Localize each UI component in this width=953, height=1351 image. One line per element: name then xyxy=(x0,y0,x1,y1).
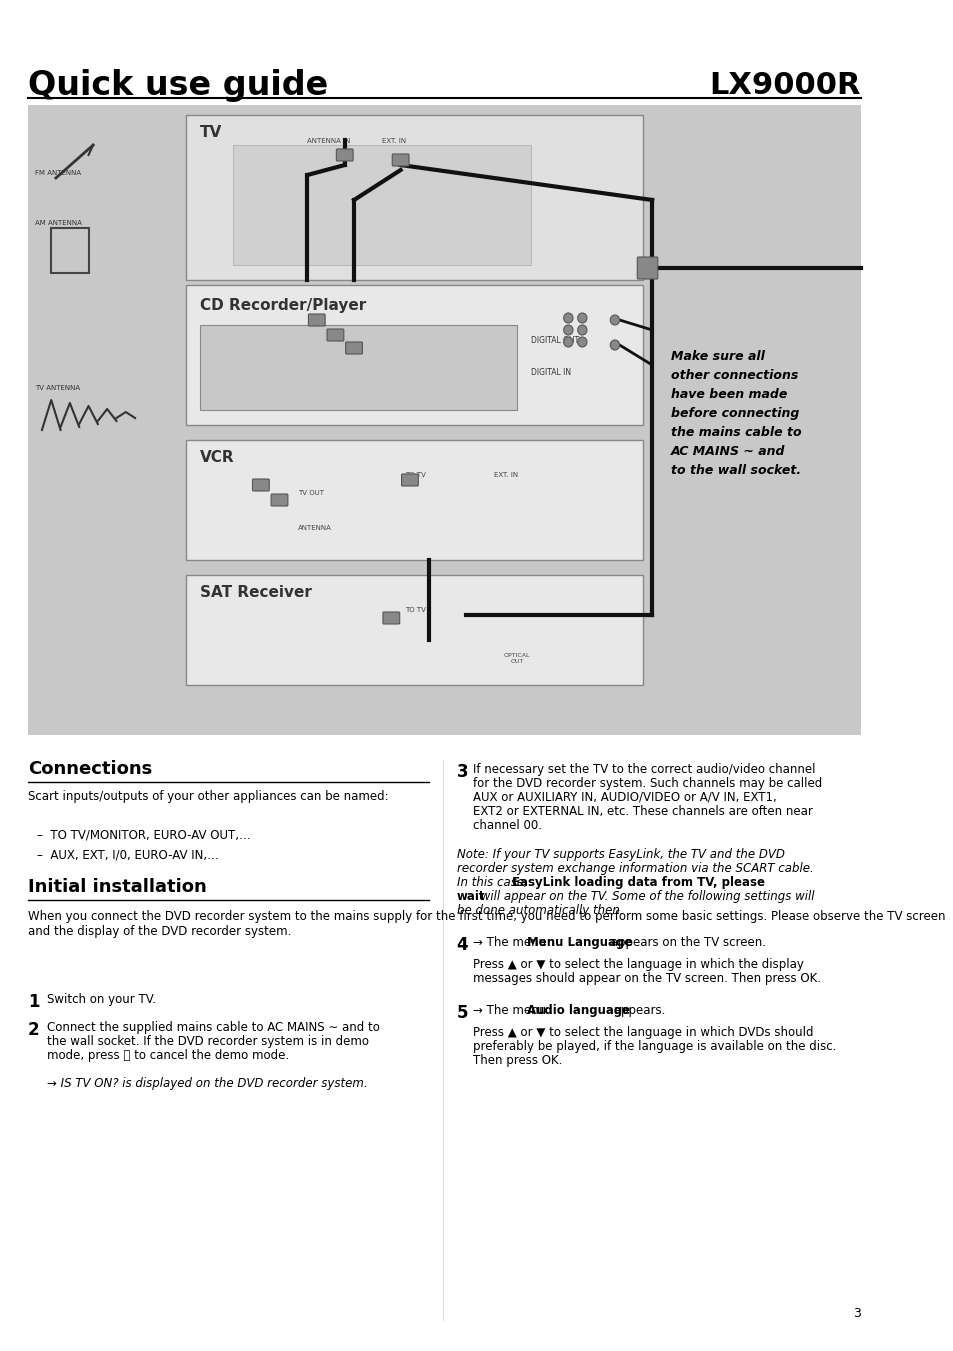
FancyBboxPatch shape xyxy=(345,342,362,354)
Text: TO TV: TO TV xyxy=(405,471,426,478)
Text: → IS TV ON? is displayed on the DVD recorder system.: → IS TV ON? is displayed on the DVD reco… xyxy=(47,1077,367,1090)
Circle shape xyxy=(563,336,573,347)
FancyBboxPatch shape xyxy=(186,440,642,561)
Text: appears on the TV screen.: appears on the TV screen. xyxy=(607,936,765,948)
Text: Note: If your TV supports EasyLink, the TV and the DVD: Note: If your TV supports EasyLink, the … xyxy=(456,848,783,861)
Text: Then press OK.: Then press OK. xyxy=(473,1054,562,1067)
Text: → The menu: → The menu xyxy=(473,1004,550,1017)
Text: AUX or AUXILIARY IN, AUDIO/VIDEO or A/V IN, EXT1,: AUX or AUXILIARY IN, AUDIO/VIDEO or A/V … xyxy=(473,790,777,804)
Text: DIGITAL OUT: DIGITAL OUT xyxy=(531,336,578,345)
Text: DIGITAL IN: DIGITAL IN xyxy=(531,367,571,377)
Text: AM ANTENNA: AM ANTENNA xyxy=(35,220,82,226)
FancyBboxPatch shape xyxy=(327,330,343,340)
Text: EXT. IN: EXT. IN xyxy=(494,471,517,478)
FancyBboxPatch shape xyxy=(233,145,531,265)
Circle shape xyxy=(563,326,573,335)
FancyBboxPatch shape xyxy=(186,115,642,280)
Text: Press ▲ or ▼ to select the language in which the display: Press ▲ or ▼ to select the language in w… xyxy=(473,958,803,971)
Text: 5: 5 xyxy=(456,1004,468,1021)
Text: FM ANTENNA: FM ANTENNA xyxy=(35,170,81,176)
Text: appears.: appears. xyxy=(610,1004,665,1017)
Text: Make sure all
other connections
have been made
before connecting
the mains cable: Make sure all other connections have bee… xyxy=(670,350,801,477)
Text: 4: 4 xyxy=(456,936,468,954)
Text: → The menu: → The menu xyxy=(473,936,550,948)
FancyBboxPatch shape xyxy=(253,480,269,490)
Text: OPTICAL
OUT: OPTICAL OUT xyxy=(503,653,530,663)
Text: 2: 2 xyxy=(28,1021,39,1039)
FancyBboxPatch shape xyxy=(336,149,353,161)
FancyBboxPatch shape xyxy=(382,612,399,624)
FancyBboxPatch shape xyxy=(308,313,325,326)
FancyBboxPatch shape xyxy=(186,285,642,426)
FancyBboxPatch shape xyxy=(401,474,418,486)
Text: VCR: VCR xyxy=(200,450,234,465)
FancyBboxPatch shape xyxy=(186,576,642,685)
Text: EXT2 or EXTERNAL IN, etc. These channels are often near: EXT2 or EXTERNAL IN, etc. These channels… xyxy=(473,805,812,817)
FancyBboxPatch shape xyxy=(271,494,288,507)
Text: EasyLink loading data from TV, please: EasyLink loading data from TV, please xyxy=(512,875,764,889)
FancyBboxPatch shape xyxy=(637,257,658,280)
Text: channel 00.: channel 00. xyxy=(473,819,541,832)
FancyBboxPatch shape xyxy=(200,326,517,409)
FancyBboxPatch shape xyxy=(392,154,409,166)
Text: Menu Language: Menu Language xyxy=(527,936,632,948)
Text: Press ▲ or ▼ to select the language in which DVDs should: Press ▲ or ▼ to select the language in w… xyxy=(473,1025,813,1039)
Text: TO TV: TO TV xyxy=(405,607,426,613)
Text: –  AUX, EXT, I/0, EURO-AV IN,…: – AUX, EXT, I/0, EURO-AV IN,… xyxy=(37,848,219,861)
Text: ANTENNA IN: ANTENNA IN xyxy=(307,138,351,145)
Text: SAT Receiver: SAT Receiver xyxy=(200,585,312,600)
FancyBboxPatch shape xyxy=(28,105,860,735)
Text: If necessary set the TV to the correct audio/video channel: If necessary set the TV to the correct a… xyxy=(473,763,815,775)
Text: mode, press ⏻ to cancel the demo mode.: mode, press ⏻ to cancel the demo mode. xyxy=(47,1048,289,1062)
Text: wait: wait xyxy=(456,890,484,902)
Text: be done automatically then.: be done automatically then. xyxy=(456,904,622,917)
Text: messages should appear on the TV screen. Then press OK.: messages should appear on the TV screen.… xyxy=(473,971,821,985)
Text: recorder system exchange information via the SCART cable.: recorder system exchange information via… xyxy=(456,862,813,875)
Text: TV ANTENNA: TV ANTENNA xyxy=(35,385,80,390)
Text: 3: 3 xyxy=(456,763,468,781)
Text: –  TO TV/MONITOR, EURO-AV OUT,…: – TO TV/MONITOR, EURO-AV OUT,… xyxy=(37,828,251,842)
Circle shape xyxy=(578,313,586,323)
Text: for the DVD recorder system. Such channels may be called: for the DVD recorder system. Such channe… xyxy=(473,777,821,790)
Text: TV OUT: TV OUT xyxy=(298,490,324,496)
Text: 1: 1 xyxy=(28,993,39,1011)
Circle shape xyxy=(610,315,618,326)
Text: Initial installation: Initial installation xyxy=(28,878,207,896)
Text: LX9000R: LX9000R xyxy=(709,70,860,100)
Text: EXT. IN: EXT. IN xyxy=(381,138,406,145)
Text: Connections: Connections xyxy=(28,761,152,778)
Text: Quick use guide: Quick use guide xyxy=(28,69,328,101)
Text: CD Recorder/Player: CD Recorder/Player xyxy=(200,299,366,313)
Text: Connect the supplied mains cable to AC MAINS ∼ and to: Connect the supplied mains cable to AC M… xyxy=(47,1021,379,1034)
Text: ANTENNA: ANTENNA xyxy=(298,526,332,531)
Text: 3: 3 xyxy=(852,1306,860,1320)
Text: Scart inputs/outputs of your other appliances can be named:: Scart inputs/outputs of your other appli… xyxy=(28,790,388,802)
Text: Switch on your TV.: Switch on your TV. xyxy=(47,993,155,1006)
Circle shape xyxy=(563,313,573,323)
Text: will appear on the TV. Some of the following settings will: will appear on the TV. Some of the follo… xyxy=(476,890,814,902)
Text: In this case,: In this case, xyxy=(456,875,531,889)
Text: preferably be played, if the language is available on the disc.: preferably be played, if the language is… xyxy=(473,1040,836,1052)
Circle shape xyxy=(578,326,586,335)
Circle shape xyxy=(578,336,586,347)
Text: the wall socket. If the DVD recorder system is in demo: the wall socket. If the DVD recorder sys… xyxy=(47,1035,368,1048)
Text: Audio language: Audio language xyxy=(527,1004,630,1017)
Text: When you connect the DVD recorder system to the mains supply for the first time,: When you connect the DVD recorder system… xyxy=(28,911,944,938)
Text: TV: TV xyxy=(200,126,222,141)
Circle shape xyxy=(610,340,618,350)
